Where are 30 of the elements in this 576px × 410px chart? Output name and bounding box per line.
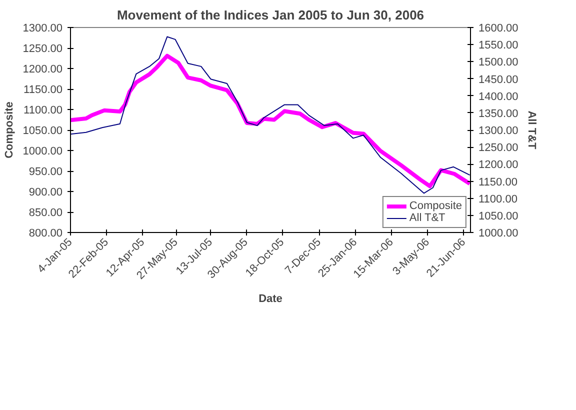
y2-tick-label: 1450.00 — [478, 74, 518, 86]
y-tick-label: 1000.00 — [22, 146, 63, 158]
y2-tick-label: 1150.00 — [478, 176, 518, 188]
y-tick-label: 850.00 — [28, 207, 63, 219]
y-tick-label: 1050.00 — [22, 125, 63, 137]
y2-tick-label: 1500.00 — [478, 56, 518, 69]
y-tick-label: 1250.00 — [22, 43, 63, 55]
y2-axis-title: All T&T — [525, 110, 538, 150]
y-tick-label: 1150.00 — [24, 84, 63, 96]
y2-tick-label: 1050.00 — [478, 210, 518, 222]
y-tick-label: 1300.00 — [22, 22, 63, 34]
y-axis-title: Composite — [4, 102, 16, 158]
legend-label: Composite — [409, 200, 462, 212]
y-tick-label: 1200.00 — [22, 64, 63, 76]
x-axis-title: Date — [258, 293, 282, 306]
y2-tick-label: 1100.00 — [478, 193, 518, 206]
y2-tick-label: 1250.00 — [478, 142, 518, 154]
y2-tick-label: 1600.00 — [478, 22, 518, 34]
y2-tick-label: 1000.00 — [478, 228, 518, 240]
y2-tick-label: 1350.00 — [478, 108, 518, 120]
chart-title: Movement of the Indices Jan 2005 to Jun 30, 2006 — [116, 8, 424, 22]
y2-tick-label: 1200.00 — [478, 159, 518, 172]
y2-tick-label: 1550.00 — [478, 40, 518, 52]
y-tick-label: 950.00 — [28, 166, 63, 178]
legend-label: All T&T — [409, 212, 446, 224]
y2-tick-label: 1400.00 — [478, 90, 518, 103]
y-tick-label: 800.00 — [28, 228, 63, 240]
y2-tick-label: 1300.00 — [478, 125, 518, 137]
y-tick-label: 1100.00 — [24, 104, 63, 116]
y-tick-label: 900.00 — [28, 186, 63, 198]
